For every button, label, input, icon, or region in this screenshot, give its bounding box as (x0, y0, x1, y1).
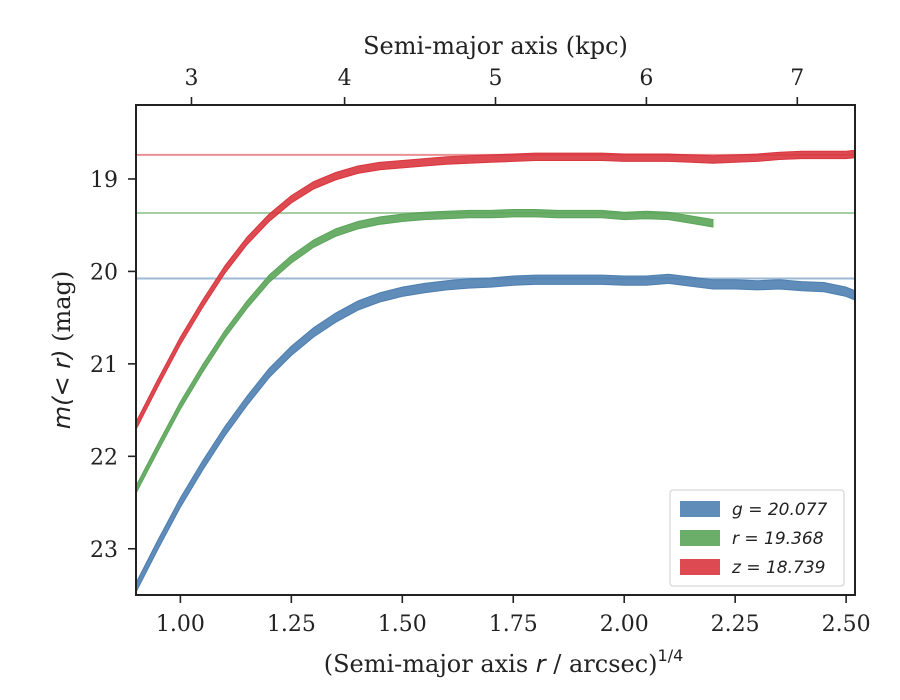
legend-swatch-g (680, 501, 720, 517)
top-x-ticks: 3 4 5 6 7 (184, 66, 804, 105)
x-tick-label-0: 1.00 (156, 612, 205, 637)
y-ticks: 19 20 21 22 23 (90, 168, 136, 563)
x-axis-title-var: r (536, 650, 548, 678)
y-tick-label-3: 22 (90, 445, 118, 470)
x-axis-title-exponent: 1/4 (658, 646, 684, 665)
y-tick-label-4: 23 (90, 538, 118, 563)
x-axis-title-suffix: / arcsec) (546, 650, 658, 678)
curve-band-g (136, 273, 855, 593)
legend-items: g = 20.077 r = 19.368 z = 18.739 (680, 500, 828, 578)
x-axis-title: (Semi-major axis r / arcsec)1/4 (324, 646, 684, 678)
x-tick-label-1: 1.25 (267, 612, 316, 637)
x-axis-title-prefix: (Semi-major axis (324, 650, 536, 678)
x-tick-label-3: 1.75 (489, 612, 538, 637)
x-tick-label-5: 2.25 (711, 612, 760, 637)
y-axis-title-unit: (mag) (48, 271, 76, 350)
x-tick-label-6: 2.50 (822, 612, 871, 637)
data-curves (136, 149, 855, 593)
curve-band-r (136, 209, 714, 494)
y-tick-label-0: 19 (90, 168, 118, 193)
y-axis-title: m(< r) (mag) (48, 271, 76, 430)
bottom-x-ticks: 1.00 1.25 1.50 1.75 2.00 2.25 2.50 (156, 595, 871, 637)
top-axis-title: Semi-major axis (kpc) (363, 32, 628, 60)
legend: g = 20.077 r = 19.368 z = 18.739 (669, 489, 845, 587)
legend-label-z: z = 18.739 (731, 558, 825, 578)
legend-label-g: g = 20.077 (732, 500, 828, 520)
x-tick-label-4: 2.00 (600, 612, 649, 637)
curve-band-z (136, 149, 855, 430)
legend-swatch-z (680, 559, 720, 575)
y-axis-title-math: m(< r) (48, 350, 76, 430)
top-tick-label-2: 5 (489, 66, 503, 91)
top-tick-label-3: 6 (639, 66, 653, 91)
legend-label-r: r = 19.368 (732, 529, 824, 549)
plot-frame (135, 104, 856, 596)
top-tick-label-4: 7 (790, 66, 804, 91)
top-tick-label-0: 3 (184, 66, 198, 91)
top-tick-label-1: 4 (338, 66, 352, 91)
y-tick-label-2: 21 (90, 353, 118, 378)
y-tick-label-1: 20 (90, 260, 118, 285)
x-tick-label-2: 1.50 (378, 612, 427, 637)
legend-swatch-r (680, 530, 720, 546)
